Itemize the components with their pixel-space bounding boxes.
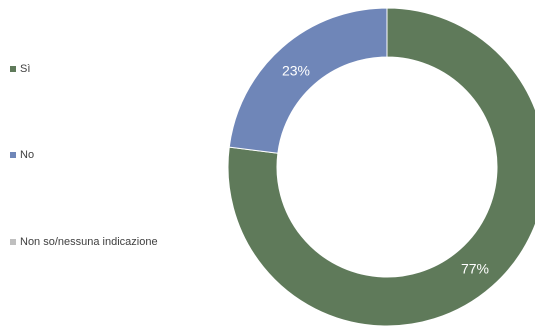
slice-si (227, 7, 535, 326)
legend-item-si: Sì (10, 63, 30, 75)
slice-label-no: 23% (282, 63, 310, 79)
legend-swatch-non-so (10, 239, 16, 245)
legend-swatch-no (10, 152, 16, 158)
legend-label-non-so: Non so/nessuna indicazione (20, 236, 158, 248)
slice-no (228, 7, 388, 154)
slice-label-si: 77% (461, 261, 489, 277)
chart-legend: Sì No Non so/nessuna indicazione (0, 0, 200, 326)
legend-item-no: No (10, 149, 34, 161)
legend-label-no: No (20, 149, 35, 161)
legend-swatch-si (10, 66, 16, 72)
legend-label-si: Sì (20, 63, 31, 75)
legend-item-non-so: Non so/nessuna indicazione (10, 236, 158, 248)
